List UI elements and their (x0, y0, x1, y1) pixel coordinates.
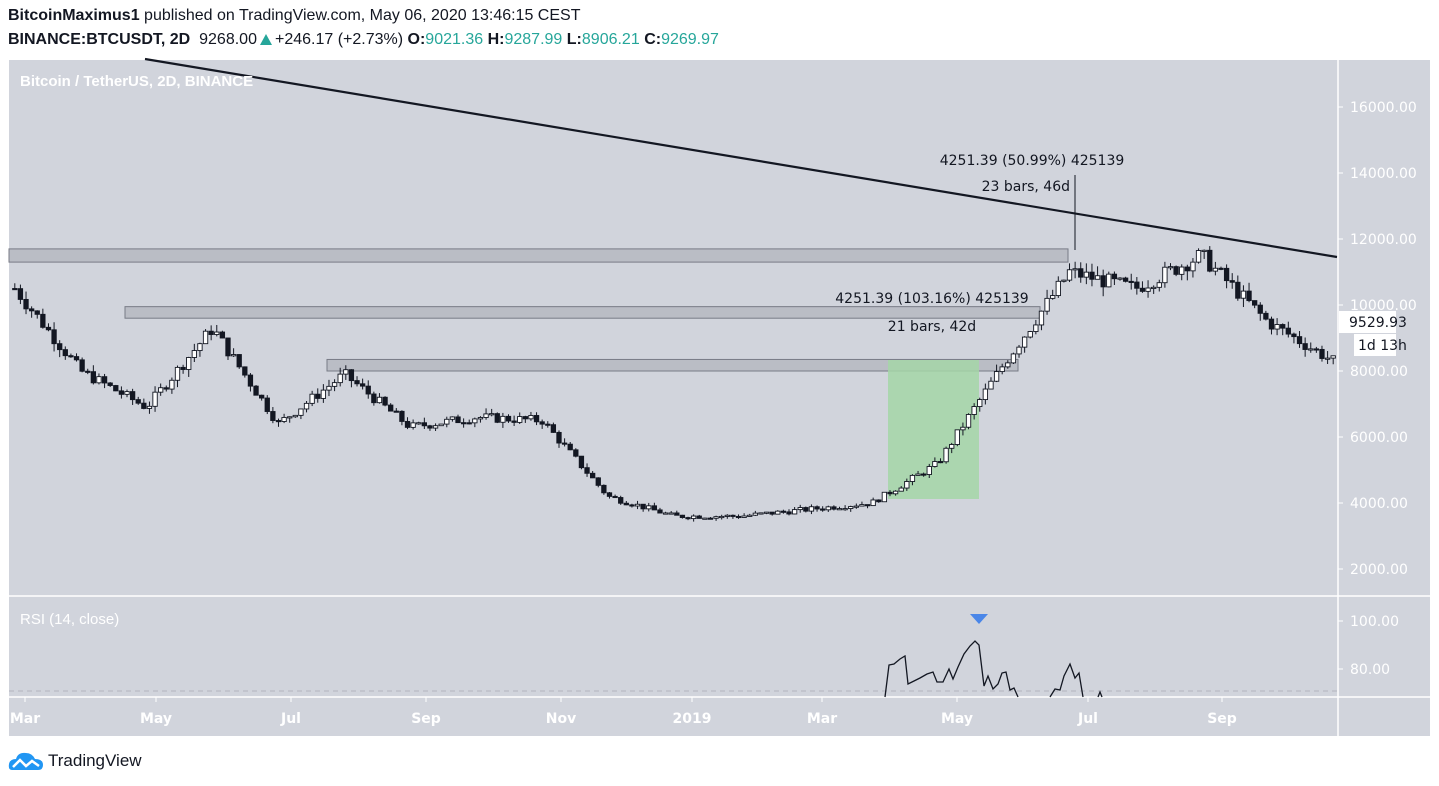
time-tick-label: May (140, 711, 172, 727)
measure-bars-1: 23 bars, 46d (982, 179, 1070, 195)
open-value: 9021.36 (425, 31, 484, 48)
rsi-title: RSI (14, close) (20, 611, 120, 628)
publish-text: published on TradingView.com, May 06, 20… (144, 7, 581, 24)
high-value: 9287.99 (504, 31, 563, 48)
time-tick-label: May (941, 711, 973, 727)
time-tick-label: Jul (280, 711, 301, 727)
candlesticks (12, 246, 1336, 522)
rsi-axis[interactable]: 100.00 80.00 (1338, 614, 1399, 678)
resistance-zone[interactable] (124, 306, 1041, 319)
last-price: 9268.00 (199, 31, 257, 48)
close-value: 9269.97 (661, 31, 719, 48)
price-tick-label: 6000.00 (1350, 430, 1408, 446)
author-name[interactable]: BitcoinMaximus1 (8, 7, 140, 24)
resistance-zones[interactable] (8, 248, 1069, 372)
up-arrow-icon (259, 34, 272, 45)
publish-info: BitcoinMaximus1 published on TradingView… (8, 7, 580, 25)
price-tick-label: 12000.00 (1350, 232, 1417, 248)
measure-bars-2: 21 bars, 42d (888, 319, 976, 335)
time-tick-label: Mar (807, 711, 837, 727)
time-axis[interactable]: Mar May Jul Sep Nov 2019 Mar May Jul Sep (10, 697, 1237, 727)
time-tick-label: 2019 (673, 711, 712, 727)
price-tick-label: 10000.00 (1350, 298, 1417, 314)
tradingview-cloud-icon (8, 752, 44, 770)
price-change: +246.17 (+2.73%) (274, 31, 404, 48)
chart-background (9, 60, 1430, 736)
price-tick-label: 14000.00 (1350, 166, 1417, 182)
countdown-tag (1354, 334, 1396, 356)
price-tick-label: 4000.00 (1350, 496, 1408, 512)
rsi-tick-label: 80.00 (1350, 662, 1390, 678)
rsi-line (884, 640, 1019, 698)
chart-title: Bitcoin / TetherUS, 2D, BINANCE (20, 73, 254, 90)
time-tick-label: Mar (10, 711, 40, 727)
price-axis[interactable]: 16000.00 14000.00 12000.00 10000.00 8000.00 6… (1338, 100, 1417, 578)
trendline[interactable] (144, 57, 1338, 259)
time-tick-label: Sep (1207, 711, 1237, 727)
rsi-tick-label: 100.00 (1350, 614, 1399, 630)
symbol-label: BINANCE:BTCUSDT, 2D (8, 31, 191, 48)
low-value: 8906.21 (581, 31, 640, 48)
rsi-line (1097, 690, 1103, 698)
brand-name: TradingView (48, 751, 142, 770)
tradingview-logo[interactable]: TradingView (8, 750, 142, 772)
resistance-zone[interactable] (326, 358, 1019, 372)
time-tick-label: Nov (546, 711, 576, 727)
rsi-line (1049, 662, 1084, 698)
measure-label-2: 4251.39 (103.16%) 425139 (835, 291, 1028, 307)
time-tick-label: Jul (1077, 711, 1098, 727)
price-tick-label: 2000.00 (1350, 562, 1408, 578)
resistance-zone[interactable] (8, 248, 1069, 263)
rsi-signal-marker-icon[interactable] (970, 614, 988, 624)
measure-label-1: 4251.39 (50.99%) 425139 (940, 153, 1125, 169)
time-tick-label: Sep (411, 711, 441, 727)
price-tick-label: 16000.00 (1350, 100, 1417, 116)
price-tick-label: 8000.00 (1350, 364, 1408, 380)
last-price-tag (1339, 311, 1396, 333)
last-price-label: 9529.93 (1349, 315, 1407, 331)
symbol-info: BINANCE:BTCUSDT, 2D 9268.00 +246.17 (+2.7… (8, 31, 719, 48)
bar-countdown-label: 1d 13h (1358, 338, 1407, 354)
